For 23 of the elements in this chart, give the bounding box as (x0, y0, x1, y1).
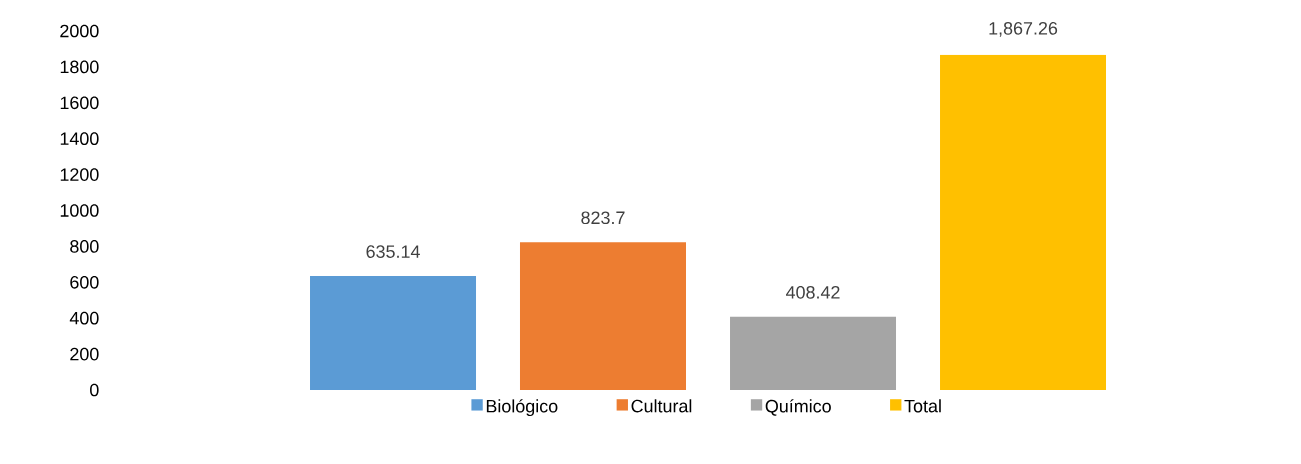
legend-label: Total (904, 399, 941, 413)
legend-label: Químico (765, 399, 831, 416)
y-tick-label: 200 (70, 347, 99, 361)
data-label: 635.14 (366, 245, 420, 258)
bar (940, 54, 1107, 390)
legend-label: Biológico (486, 399, 558, 417)
y-tick-label: 0 (90, 383, 99, 397)
bar (519, 242, 686, 390)
data-label: 1,867.26 (989, 21, 1058, 37)
y-tick-label: 1400 (60, 132, 99, 146)
data-label: 823.7 (581, 211, 625, 225)
bar (310, 275, 477, 390)
y-tick-label: 2000 (60, 24, 99, 38)
bar (730, 316, 897, 390)
y-tick-label: 800 (70, 240, 99, 253)
y-tick-label: 1800 (60, 60, 99, 74)
y-tick-label: 1200 (60, 168, 99, 181)
y-tick-label: 600 (70, 275, 99, 289)
y-tick-label: 400 (69, 311, 99, 325)
y-tick-label: 1600 (60, 96, 99, 110)
legend-label: Cultural (631, 399, 692, 413)
data-label: 408.42 (786, 285, 840, 299)
y-tick-label: 1000 (60, 204, 99, 217)
